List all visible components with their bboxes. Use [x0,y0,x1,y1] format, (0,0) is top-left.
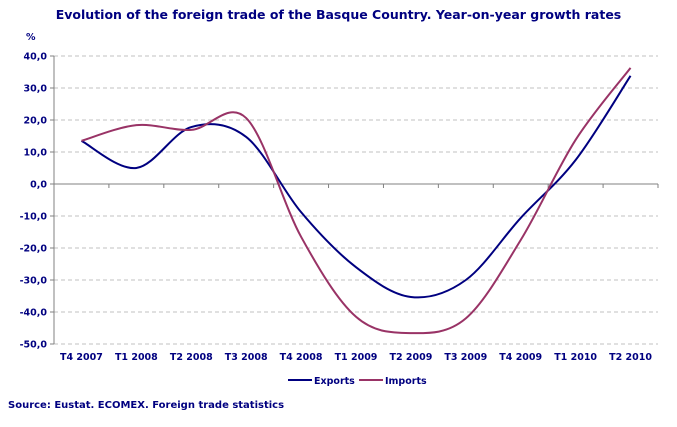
series-line-imports [81,67,632,335]
y-tick-label: -30,0 [20,276,48,287]
y-tick-label: 0,0 [30,180,47,191]
y-tick-label: 40,0 [24,52,48,63]
legend-label-exports: Exports [314,376,355,387]
x-tick-label: T2 2008 [170,352,213,363]
y-tick-label: 30,0 [24,84,48,95]
y-tick-label: 20,0 [24,116,48,127]
legend-label-imports: Imports [385,376,427,387]
y-tick-label: -10,0 [20,212,48,223]
x-tick-label: T4 2008 [280,352,323,363]
x-tick-label: T4 2009 [499,352,542,363]
x-tick-label: T2 2010 [609,352,652,363]
y-tick-label: -40,0 [20,308,48,319]
y-tick-label: 10,0 [24,148,48,159]
x-tick-label: T1 2010 [554,352,597,363]
x-tick-label: T2 2009 [389,352,432,363]
x-tick-label: T4 2007 [60,352,103,363]
source-note: Source: Eustat. ECOMEX. Foreign trade st… [8,400,285,411]
chart-title: Evolution of the foreign trade of the Ba… [55,7,622,22]
x-tick-label: T1 2008 [115,352,158,363]
y-tick-label: -20,0 [20,244,48,255]
x-tick-label: T3 2009 [444,352,487,363]
y-axis-label: % [26,32,36,43]
y-tick-label: -50,0 [20,340,48,351]
x-tick-label: T1 2009 [335,352,378,363]
x-tick-label: T3 2008 [225,352,268,363]
